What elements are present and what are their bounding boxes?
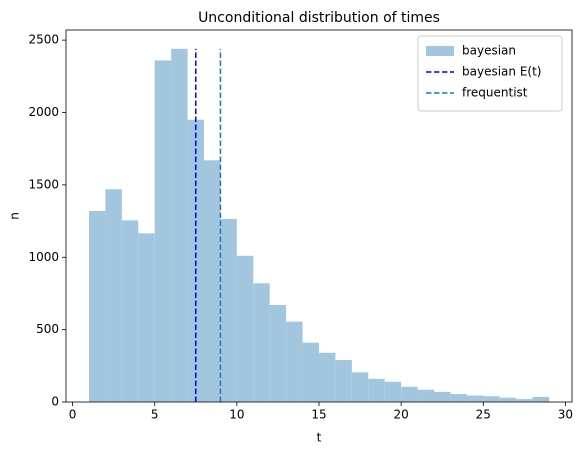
bar <box>434 391 451 402</box>
bar <box>532 396 549 402</box>
bar <box>171 48 188 403</box>
legend: bayesian bayesian E(t) frequentist <box>417 35 563 112</box>
y-tick-label: 0 <box>51 395 59 409</box>
bar <box>368 378 385 402</box>
bar <box>121 220 139 402</box>
bar <box>138 233 155 402</box>
x-tick-label: 0 <box>69 408 77 422</box>
y-tick-label: 2000 <box>28 105 59 119</box>
bar <box>401 386 418 402</box>
bar <box>220 218 237 402</box>
y-tick-label: 2500 <box>28 33 59 47</box>
bar <box>253 283 270 402</box>
bar <box>483 396 500 402</box>
legend-label: bayesian <box>462 44 516 58</box>
bar <box>302 342 319 402</box>
bar <box>499 397 517 402</box>
x-tick-label: 20 <box>394 408 409 422</box>
bar <box>286 321 303 402</box>
x-axis-label: t <box>317 431 322 445</box>
bar <box>384 381 402 402</box>
x-tick-label: 25 <box>476 408 491 422</box>
bar <box>204 160 221 402</box>
y-tick-label: 1000 <box>28 250 59 264</box>
legend-swatch <box>426 46 454 56</box>
legend-label: frequentist <box>462 86 528 100</box>
bar <box>236 255 254 402</box>
x-tick-label: 15 <box>311 408 326 422</box>
y-tick-label: 500 <box>36 322 59 336</box>
bar <box>466 395 484 402</box>
bar <box>89 210 106 402</box>
bar <box>516 399 533 402</box>
x-tick-label: 10 <box>229 408 244 422</box>
y-tick-label: 1500 <box>28 177 59 191</box>
x-tick-label: 5 <box>151 408 159 422</box>
bar <box>450 394 467 402</box>
x-tick-label: 30 <box>558 408 573 422</box>
bar <box>154 60 172 403</box>
legend-label: bayesian E(t) <box>462 65 541 79</box>
bar <box>417 389 434 402</box>
bar <box>269 305 287 402</box>
bar <box>105 189 122 402</box>
bar <box>319 352 336 402</box>
chart-title: Unconditional distribution of times <box>198 10 440 26</box>
bar <box>335 360 352 402</box>
y-axis-label: n <box>8 212 22 220</box>
bar <box>351 372 369 402</box>
